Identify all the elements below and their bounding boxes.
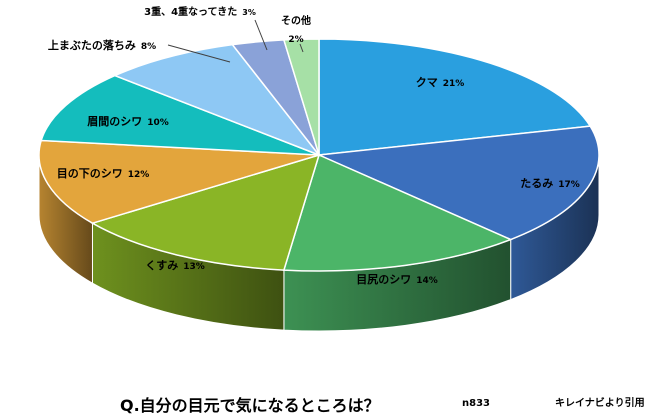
pie-tops — [38, 38, 600, 272]
slice-value-label: 8% — [141, 42, 156, 52]
slice-label: 眉間のシワ 10% — [87, 115, 169, 128]
slice-label: 上まぶたの落ちみ 8% — [48, 38, 156, 52]
slice-value-label: 17% — [558, 180, 580, 190]
slice-value-label: 13% — [183, 262, 205, 272]
slice-value-label: 3% — [242, 8, 256, 17]
slice-value-label: 12% — [128, 170, 150, 180]
pie-slice — [282, 38, 320, 156]
pie-slice — [316, 125, 600, 241]
slice-label: クマ 21% — [416, 76, 465, 89]
pie-slice — [318, 38, 592, 156]
slice-label: 3重、4重なってきた 3% — [144, 5, 256, 18]
slice-value-label: 10% — [147, 118, 169, 128]
slice-label: 目尻のシワ 14% — [356, 273, 438, 286]
slice-value-label: 21% — [443, 79, 465, 89]
pie-sides — [38, 154, 600, 332]
slice-label: その他 — [281, 14, 311, 27]
leader-lines — [167, 19, 304, 63]
slice-labels: クマ 21% たるみ 17% 目尻のシワ 14% くすみ 13% 目の下のシワ 12% 眉間のシワ 1… — [48, 5, 580, 286]
slice-value-label: 2% — [288, 35, 303, 45]
pie-slice — [112, 43, 322, 157]
pie-slice — [282, 153, 513, 272]
leader-line — [254, 19, 268, 51]
leader-line — [299, 43, 304, 53]
slice-label: くすみ 13% — [145, 259, 205, 272]
slice-label: たるみ 17% — [520, 177, 580, 190]
sample-size: n833 — [462, 398, 490, 409]
pie-slice — [38, 139, 320, 224]
slice-label: 目の下のシワ 12% — [57, 167, 150, 180]
chart-title: Q.自分の目元で気になるところは？ — [120, 396, 380, 415]
source-note: キレイナビより引用 — [555, 398, 645, 409]
pie-slice — [90, 153, 321, 271]
pie-slice — [40, 74, 320, 156]
slice-value-label: 14% — [416, 276, 438, 286]
leader-line — [167, 44, 231, 63]
